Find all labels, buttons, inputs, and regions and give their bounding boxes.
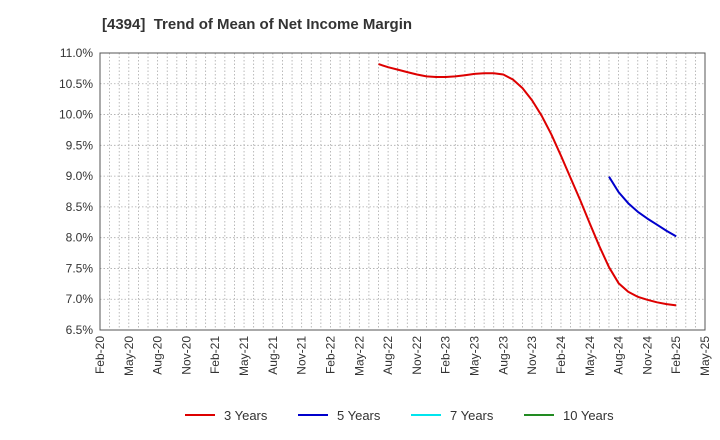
- x-tick-label: Feb-23: [439, 336, 453, 374]
- series-line-5-years: [608, 176, 677, 238]
- y-tick-label: 8.5%: [66, 200, 94, 214]
- y-tick-label: 9.0%: [66, 169, 94, 183]
- y-tick-label: 7.0%: [66, 292, 94, 306]
- chart-title: [4394] Trend of Mean of Net Income Margi…: [102, 16, 413, 33]
- y-tick-label: 10.5%: [59, 77, 93, 91]
- legend-label-5-years: 5 Years: [337, 408, 381, 423]
- x-tick-label: Feb-24: [554, 336, 568, 374]
- x-tick-label: Nov-21: [295, 336, 309, 375]
- legend-label-7-years: 7 Years: [450, 408, 494, 423]
- x-tick-label: Aug-24: [612, 336, 626, 375]
- x-tick-label: Feb-25: [669, 336, 683, 374]
- x-tick-label: Aug-23: [496, 336, 510, 375]
- x-tick-label: Nov-20: [179, 336, 193, 375]
- plot-frame: [99, 52, 706, 331]
- series-line-3-years: [378, 63, 677, 307]
- x-tick-label: Nov-23: [525, 336, 539, 375]
- legend-label-10-years: 10 Years: [563, 408, 614, 423]
- x-tick-label: May-20: [122, 336, 136, 376]
- x-tick-label: Aug-22: [381, 336, 395, 375]
- x-tick-label: May-23: [468, 336, 482, 376]
- x-tick-label: May-24: [583, 336, 597, 376]
- x-tick-label: May-25: [698, 336, 712, 376]
- y-tick-label: 8.0%: [66, 231, 94, 245]
- x-tick-label: May-21: [237, 336, 251, 376]
- y-tick-label: 9.5%: [66, 138, 94, 152]
- x-tick-label: Nov-24: [640, 336, 654, 375]
- x-tick-label: Feb-21: [208, 336, 222, 374]
- x-tick-label: May-22: [352, 336, 366, 376]
- plot-area: [100, 53, 705, 330]
- x-tick-label: Aug-20: [151, 336, 165, 375]
- legend-label-3-years: 3 Years: [224, 408, 268, 423]
- y-tick-label: 11.0%: [60, 46, 93, 60]
- x-tick-label: Aug-21: [266, 336, 280, 375]
- y-tick-label: 10.0%: [59, 108, 93, 122]
- y-tick-label: 7.5%: [66, 261, 94, 275]
- x-tick-label: Feb-22: [323, 336, 337, 374]
- x-tick-label: Feb-20: [93, 336, 107, 374]
- x-tick-label: Nov-22: [410, 336, 424, 375]
- y-tick-label: 6.5%: [66, 323, 94, 337]
